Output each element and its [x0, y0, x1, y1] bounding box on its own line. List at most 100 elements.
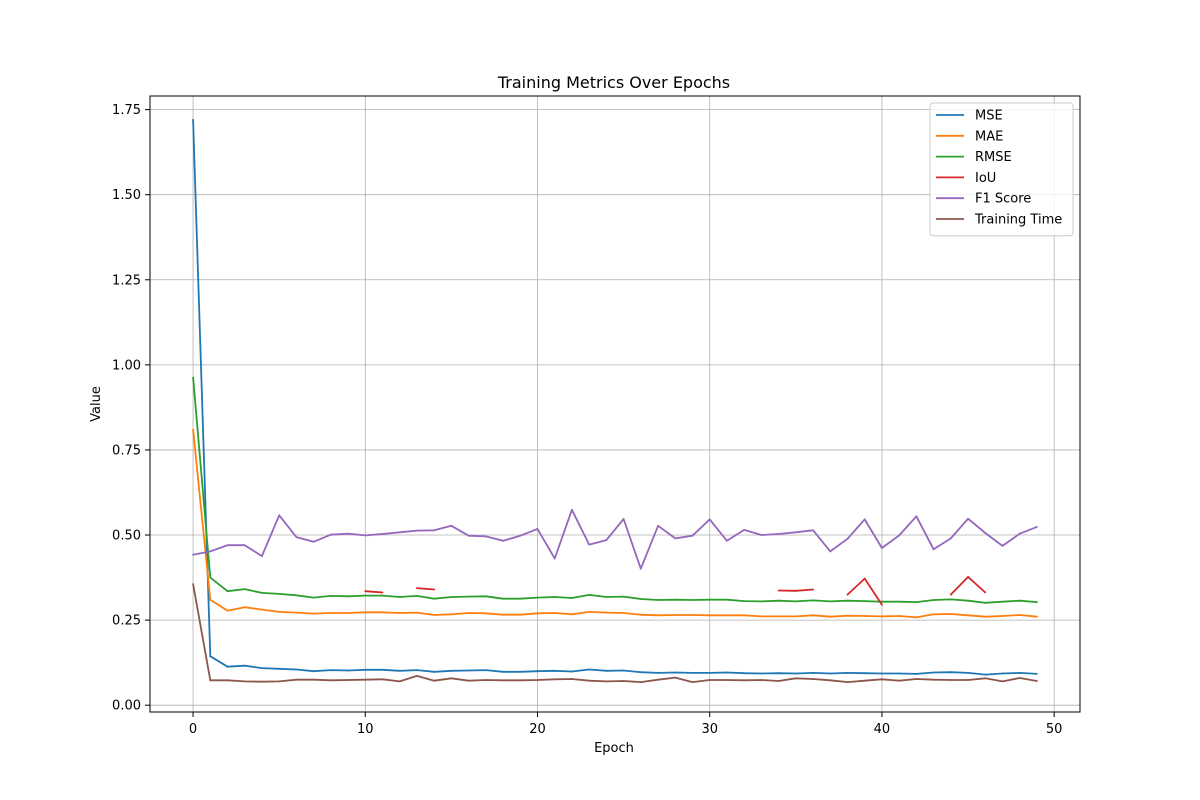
plot-frame [149, 95, 1081, 713]
data-point-mse [949, 671, 952, 674]
data-point-mae [898, 615, 901, 617]
data-point-training-time [967, 679, 969, 681]
data-point-mse [760, 672, 763, 675]
data-point-training-time [1018, 677, 1021, 679]
data-point-mae [743, 614, 746, 617]
data-point-f1-score [743, 529, 746, 531]
series-line-rmse [192, 377, 1037, 604]
data-point-mae [760, 615, 763, 618]
data-point-training-time [398, 680, 401, 683]
data-point-mse [502, 670, 504, 673]
data-point-rmse [536, 596, 539, 599]
data-point-f1-score [708, 518, 711, 521]
data-point-training-time [794, 677, 797, 680]
data-point-f1-score [416, 529, 418, 532]
data-point-training-time [898, 679, 901, 682]
data-point-rmse [915, 601, 918, 603]
data-point-rmse [192, 376, 195, 379]
data-point-mae [278, 611, 281, 613]
data-point-iou [433, 588, 436, 591]
data-point-mae [553, 612, 556, 614]
data-point-training-time [1036, 680, 1038, 682]
data-point-f1-score [949, 537, 952, 540]
data-point-rmse [812, 599, 814, 602]
data-point-mae [794, 615, 797, 618]
data-point-rmse [553, 596, 556, 598]
data-point-rmse [450, 596, 453, 598]
data-point-rmse [881, 600, 883, 603]
data-point-rmse [949, 598, 952, 601]
data-point-training-time [450, 677, 453, 680]
data-point-f1-score [519, 534, 522, 537]
data-point-f1-score [571, 508, 573, 511]
legend: MSE MAE RMSE IoU F1 Score Training Time [929, 102, 1074, 237]
data-point-mse [829, 672, 832, 675]
data-point-training-time [949, 679, 952, 681]
data-point-mae [777, 615, 780, 618]
data-point-rmse [743, 600, 746, 602]
data-point-mse [1036, 673, 1038, 675]
data-point-mae [605, 611, 608, 614]
data-point-mae [949, 613, 952, 615]
y-tick-label: 0.25 [112, 614, 141, 629]
data-point-mse [381, 668, 384, 671]
data-point-rmse [312, 596, 315, 599]
series-line-f1-score [192, 508, 1038, 570]
data-point-training-time [295, 678, 298, 681]
data-point-rmse [1036, 601, 1038, 603]
data-point-rmse [898, 600, 901, 603]
data-point-f1-score [1001, 545, 1004, 547]
data-point-training-time [381, 678, 384, 681]
data-point-rmse [846, 599, 849, 602]
data-point-f1-score [657, 524, 659, 527]
data-point-mse [347, 669, 349, 672]
data-point-mse [1018, 672, 1021, 674]
data-point-training-time [639, 681, 642, 683]
legend-box [929, 102, 1074, 237]
data-point-training-time [226, 679, 229, 682]
x-tick-label: 40 [874, 722, 891, 737]
data-point-training-time [777, 680, 780, 682]
data-point-f1-score [915, 515, 918, 518]
data-point-training-time [605, 680, 608, 683]
data-point-training-time [347, 679, 349, 681]
data-point-training-time [708, 679, 711, 681]
data-point-f1-score [898, 534, 901, 537]
data-point-training-time [243, 680, 246, 683]
data-point-mae [846, 614, 849, 617]
data-point-mae [1018, 614, 1021, 616]
data-point-training-time [863, 679, 866, 682]
data-point-f1-score [881, 547, 883, 549]
data-point-mse [1001, 672, 1004, 675]
data-point-rmse [226, 590, 229, 593]
data-point-mae [657, 614, 659, 617]
data-point-f1-score [984, 532, 987, 534]
data-point-training-time [329, 679, 332, 682]
y-tick-label: 0.50 [112, 529, 141, 544]
data-point-f1-score [329, 533, 332, 536]
data-point-iou [416, 587, 418, 589]
data-point-mse [450, 669, 453, 672]
data-point-training-time [881, 678, 883, 681]
data-point-training-time [519, 679, 522, 682]
data-point-mse [364, 668, 367, 671]
data-point-f1-score [588, 543, 591, 546]
data-point-rmse [657, 599, 659, 601]
data-point-f1-score [777, 533, 780, 535]
data-point-rmse [1001, 600, 1004, 603]
data-point-mae [881, 615, 883, 618]
data-point-f1-score [846, 537, 849, 540]
data-point-training-time [433, 679, 436, 682]
data-point-mse [777, 672, 780, 675]
data-point-mse [467, 669, 470, 672]
y-tick-label: 0.75 [112, 443, 141, 458]
series-line-mse [192, 119, 1037, 676]
data-point-f1-score [502, 539, 504, 542]
data-point-training-time [691, 681, 694, 683]
data-point-mae [484, 612, 487, 615]
data-point-rmse [967, 599, 969, 602]
data-point-f1-score [967, 517, 969, 520]
y-axis-ticks: 0.00 0.25 0.50 0.75 1.00 1.25 1.50 1.75 [112, 103, 150, 714]
data-point-mae [519, 613, 522, 616]
